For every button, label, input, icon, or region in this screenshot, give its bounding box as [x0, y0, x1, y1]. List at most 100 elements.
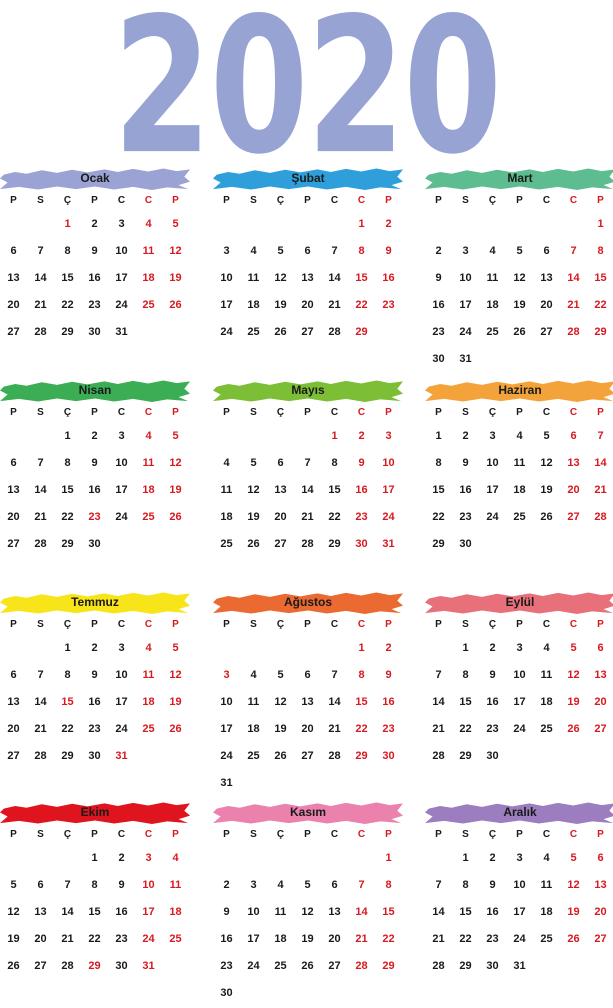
day-cell: 15 [432, 484, 445, 496]
day-cell: 27 [274, 538, 287, 550]
empty-cell [27, 424, 54, 451]
empty-cell [240, 424, 267, 451]
day-cell: 27 [7, 538, 20, 550]
empty-cell [506, 212, 533, 239]
weekday-header: P [172, 195, 179, 206]
weekday-header: P [304, 195, 311, 206]
day-cell: 3 [250, 879, 257, 891]
day-cell: 27 [301, 750, 314, 762]
month-name: Nisan [78, 383, 112, 397]
brush-stroke [213, 168, 403, 190]
month-banner: Temmuz [0, 592, 190, 614]
day-cell: 8 [91, 879, 98, 891]
weekday-header: C [569, 829, 578, 840]
day-cell: 31 [115, 326, 128, 338]
weekday-header: C [330, 619, 339, 630]
day-cell: 26 [169, 299, 182, 311]
day-cell: 10 [513, 879, 526, 891]
day-cell: 23 [382, 723, 395, 735]
empty-cell [240, 771, 267, 798]
day-cell: 10 [115, 245, 128, 257]
day-cell: 3 [223, 245, 230, 257]
day-cell: 2 [489, 642, 496, 654]
day-cell: 9 [118, 879, 125, 891]
day-cell: 25 [486, 326, 499, 338]
day-cell: 28 [355, 960, 368, 972]
day-cell: 27 [34, 960, 47, 972]
empty-cell [294, 212, 321, 239]
empty-cell [27, 212, 54, 239]
day-cell: 7 [331, 245, 338, 257]
day-cell: 21 [328, 723, 341, 735]
weekday-header: Ç [488, 195, 497, 206]
day-cell: 22 [432, 511, 445, 523]
empty-cell [267, 771, 294, 798]
empty-cell [0, 636, 27, 663]
day-cell: 2 [358, 430, 365, 442]
empty-cell [267, 212, 294, 239]
day-cell: 25 [540, 933, 553, 945]
day-cell: 21 [432, 723, 445, 735]
weekday-header: P [91, 619, 98, 630]
day-cell: 8 [462, 669, 469, 681]
day-cell: 30 [459, 538, 472, 550]
day-cell: 18 [540, 906, 553, 918]
day-cell: 3 [516, 642, 523, 654]
day-cell: 2 [435, 245, 442, 257]
day-cell: 13 [594, 879, 607, 891]
weekday-header: Ç [63, 829, 72, 840]
empty-cell [375, 981, 402, 1008]
month-mart: Mart P S Ç P C C P 1 2 3 4 5 6 7 8 9 10 11 12 13 14 15 16 17 18 19… [425, 168, 613, 374]
brush-stroke [0, 592, 190, 614]
weekday-header: P [435, 829, 442, 840]
day-cell: 17 [220, 723, 233, 735]
day-cell: 23 [115, 933, 128, 945]
day-cell: 16 [355, 484, 368, 496]
weekday-header: P [435, 619, 442, 630]
day-cell: 14 [34, 272, 47, 284]
empty-cell [587, 347, 613, 374]
empty-cell [321, 846, 348, 873]
day-cell: 31 [142, 960, 155, 972]
weekday-header: P [304, 829, 311, 840]
day-cell: 16 [382, 696, 395, 708]
weekday-header: Ç [488, 407, 497, 418]
day-cell: 11 [220, 484, 233, 496]
day-cell: 4 [543, 642, 550, 654]
empty-cell [240, 212, 267, 239]
empty-cell [135, 320, 162, 347]
weekday-header: Ç [276, 829, 285, 840]
day-cell: 30 [88, 538, 101, 550]
day-cell: 25 [247, 326, 260, 338]
day-cell: 15 [61, 484, 74, 496]
day-cell: 16 [115, 906, 128, 918]
month-name: Mayıs [291, 383, 325, 397]
day-cell: 10 [115, 669, 128, 681]
day-cell: 18 [169, 906, 182, 918]
day-cell: 20 [34, 933, 47, 945]
day-cell: 16 [486, 696, 499, 708]
day-cell: 7 [37, 457, 44, 469]
day-cell: 7 [435, 879, 442, 891]
day-cell: 18 [220, 511, 233, 523]
weekday-header: P [435, 195, 442, 206]
month-days: P S Ç P C C P 1 2 3 4 5 6 7 8 9 10 11 12 13 14 15 16 17 18 19 20 21… [0, 826, 190, 981]
day-cell: 29 [355, 326, 368, 338]
month-days: P S Ç P C C P 1 2 3 4 5 6 7 8 9 10 11 12 13 14 15 16 17 18 19 20 21… [213, 616, 403, 798]
day-cell: 1 [462, 642, 469, 654]
month-days: P S Ç P C C P 1 2 3 4 5 6 7 8 9 10 11 12 13 14 15 16 17 18 19 20 21… [0, 192, 190, 347]
empty-cell [267, 981, 294, 1008]
day-cell: 29 [459, 960, 472, 972]
day-cell: 10 [247, 906, 260, 918]
day-cell: 6 [10, 245, 17, 257]
day-cell: 16 [382, 272, 395, 284]
day-cell: 19 [274, 299, 287, 311]
empty-cell [425, 846, 452, 873]
day-cell: 13 [301, 272, 314, 284]
day-cell: 18 [247, 299, 260, 311]
day-cell: 3 [145, 852, 152, 864]
day-cell: 5 [250, 457, 257, 469]
weekday-header: P [385, 407, 392, 418]
month-name: Mart [507, 171, 533, 185]
empty-cell [27, 636, 54, 663]
